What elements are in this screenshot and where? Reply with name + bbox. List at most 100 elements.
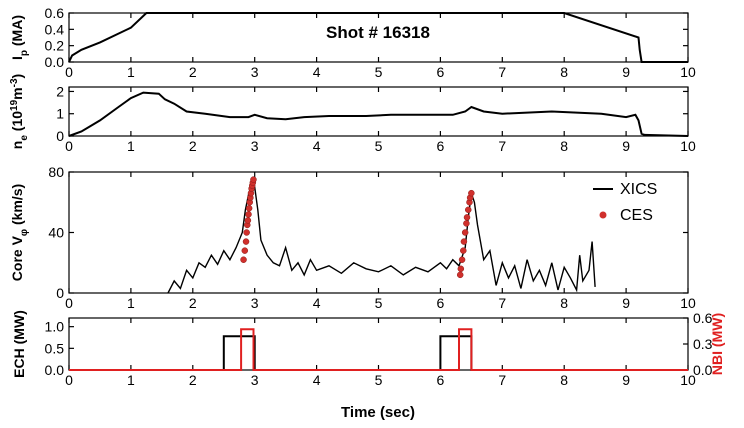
panel-2-y-label: ne (1019m-3) xyxy=(9,74,30,149)
panel-3-x-tick-label: 4 xyxy=(313,295,321,311)
y-label-superscript-2: -3 xyxy=(9,78,20,87)
ces-data-point xyxy=(240,256,247,263)
xics-series-line xyxy=(167,182,596,294)
ces-data-point xyxy=(241,247,249,254)
panel-2-x-tick-label: 2 xyxy=(189,138,197,154)
legend-xics-label: XICS xyxy=(620,181,657,198)
panel-2-x-tick-label: 7 xyxy=(498,138,506,154)
nbi-series-line xyxy=(69,328,688,371)
y-label-main: n xyxy=(9,141,25,150)
y-label-main: I xyxy=(9,56,25,60)
panel-4-frame xyxy=(68,317,689,371)
ces-data-point xyxy=(457,265,465,273)
panel-2-x-tick-label: 0 xyxy=(65,138,73,154)
y-label-subscript: p xyxy=(19,50,30,56)
panel-1-y-tick-label: 0.2 xyxy=(45,38,65,54)
panel-3-x-tick-label: 8 xyxy=(560,295,568,311)
legend-ces-marker xyxy=(599,211,607,219)
panel-3-y-tick-label: 80 xyxy=(48,164,64,180)
panel-3-x-tick-label: 9 xyxy=(622,295,630,311)
panel-4-x-tick-label: 9 xyxy=(622,372,630,388)
panel-2-series-line xyxy=(68,91,689,137)
panel-2-x-tick-label: 10 xyxy=(680,138,696,154)
panel-1-x-tick-label: 8 xyxy=(560,64,568,80)
panel-2-y-tick-label: 2 xyxy=(56,83,64,99)
panel-3-y-tick-label: 0 xyxy=(56,285,64,301)
right-axis-tick-label: 0.6 xyxy=(693,310,713,326)
panel-1-x-tick-label: 2 xyxy=(189,64,197,80)
panel-1-x-tick-label: 0 xyxy=(65,64,73,80)
panel-4-x-tick-label: 10 xyxy=(680,372,696,388)
panel-3-x-tick-label: 5 xyxy=(375,295,383,311)
ces-data-point xyxy=(468,189,475,197)
panel-2-x-tick-label: 3 xyxy=(251,138,259,154)
panel-1-x-tick-label: 3 xyxy=(251,64,259,80)
panel-4-x-tick-label: 2 xyxy=(189,372,197,388)
panel-2-x-tick-label: 9 xyxy=(622,138,630,154)
ces-data-point xyxy=(465,206,472,214)
x-axis-label: Time (sec) xyxy=(341,404,415,421)
panel-4-x-tick-label: 5 xyxy=(375,372,383,388)
panel-3-x-tick-label: 3 xyxy=(251,295,259,311)
panel-4-x-tick-label: 1 xyxy=(127,372,135,388)
panel-1-y-label: Ip (MA) xyxy=(9,15,30,60)
panel-4-x-tick-label: 6 xyxy=(437,372,445,388)
panel-1-x-tick-label: 10 xyxy=(680,64,696,80)
ces-data-point xyxy=(245,211,252,218)
panel-3-x-tick-label: 6 xyxy=(437,295,445,311)
panel-1-x-tick-label: 7 xyxy=(498,64,506,80)
panel-3-x-tick-label: 0 xyxy=(65,295,73,311)
panel-4-x-tick-label: 8 xyxy=(560,372,568,388)
ces-data-point xyxy=(456,271,464,279)
y-label-main: ECH (MW) xyxy=(11,310,27,378)
panel-3-x-tick-label: 1 xyxy=(127,295,135,311)
panel-2-x-tick-label: 5 xyxy=(375,138,383,154)
right-axis-tick-label: 0.0 xyxy=(693,362,713,378)
panel-1-y-tick-label: 0.4 xyxy=(45,21,65,37)
ces-data-point xyxy=(463,220,470,227)
panel-3-y-tick-label: 40 xyxy=(48,225,64,241)
panel-1-x-tick-label: 9 xyxy=(622,64,630,80)
ces-data-point xyxy=(463,214,471,221)
y-label-subscript: φ xyxy=(19,229,30,236)
legend-ces-label: CES xyxy=(620,207,653,224)
panel-4-right-y-label: NBI (MW) xyxy=(709,313,725,375)
panel-2-frame xyxy=(68,86,689,137)
panel-1-series-line xyxy=(68,12,688,63)
ces-data-point xyxy=(461,229,469,236)
y-label-unit: (10 xyxy=(9,111,25,135)
panel-1-x-tick-label: 1 xyxy=(127,64,135,80)
ces-data-point xyxy=(460,238,468,245)
panel-4-y-tick-label: 0.5 xyxy=(45,340,65,356)
panel-2-x-tick-label: 1 xyxy=(127,138,135,154)
y-label-end: ) xyxy=(9,74,25,79)
panel-2-x-tick-label: 4 xyxy=(313,138,321,154)
y-label-subscript: e xyxy=(19,135,30,141)
y-label-superscript: 19 xyxy=(9,99,20,111)
ces-data-point xyxy=(460,247,467,254)
panel-4-x-tick-label: 0 xyxy=(65,372,73,388)
panel-2-y-tick-label: 0 xyxy=(56,128,64,144)
ces-data-point xyxy=(242,238,250,245)
panel-2-x-tick-label: 6 xyxy=(437,138,445,154)
ech-series-line xyxy=(69,335,688,371)
panel-3-x-tick-label: 10 xyxy=(680,295,696,311)
panel-4-x-tick-label: 7 xyxy=(498,372,506,388)
panel-3-x-tick-label: 7 xyxy=(498,295,506,311)
y-label-unit: (km/s) xyxy=(9,184,25,229)
ces-data-point xyxy=(244,217,252,224)
panel-2-x-tick-label: 8 xyxy=(560,138,568,154)
y-label-unit-2: m xyxy=(9,87,25,99)
panel-1-y-tick-label: 0.0 xyxy=(45,54,65,70)
panel-1-y-tick-label: 0.6 xyxy=(45,5,65,21)
shot-title: Shot # 16318 xyxy=(326,23,430,42)
panel-4-x-tick-label: 3 xyxy=(251,372,259,388)
y-label-main: Core V xyxy=(9,235,25,281)
panel-1-x-tick-label: 6 xyxy=(437,64,445,80)
panel-3-frame xyxy=(68,171,689,294)
ces-data-point xyxy=(458,256,466,263)
right-axis-tick-label: 0.3 xyxy=(693,336,713,352)
panel-3-y-label: Core Vφ (km/s) xyxy=(9,184,30,281)
y-label-unit: (MA) xyxy=(9,15,25,50)
